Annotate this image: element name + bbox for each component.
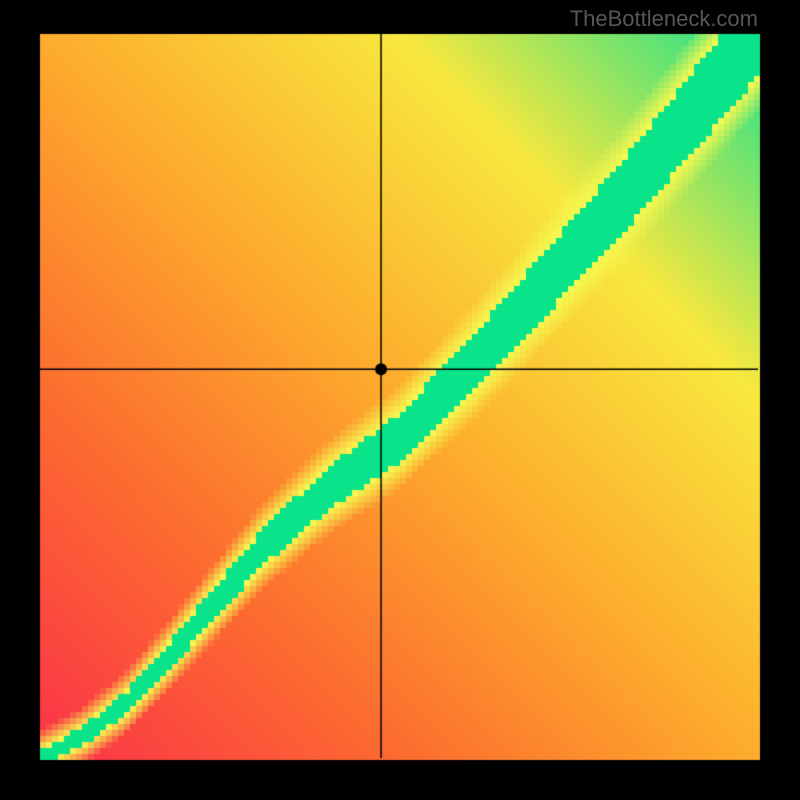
watermark-text: TheBottleneck.com xyxy=(570,6,758,32)
bottleneck-heatmap xyxy=(0,0,800,800)
chart-container: TheBottleneck.com xyxy=(0,0,800,800)
